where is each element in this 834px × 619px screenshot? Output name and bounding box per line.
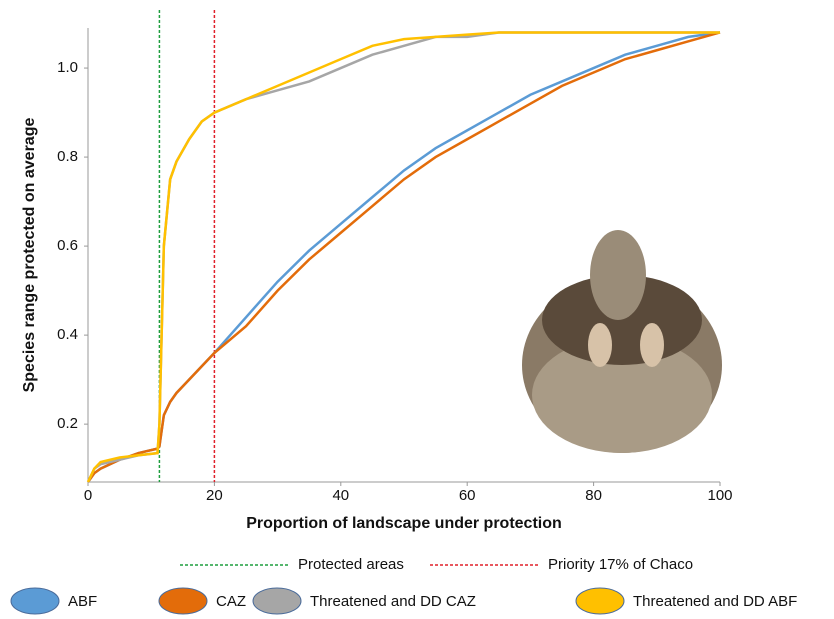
legend-label: Protected areas <box>298 556 404 573</box>
legend-label: Threatened and DD ABF <box>633 593 797 610</box>
y-tick-label: 1.0 <box>57 59 78 76</box>
x-tick-label: 40 <box>332 487 349 504</box>
x-tick-label: 60 <box>459 487 476 504</box>
legend-label: Priority 17% of Chaco <box>548 556 693 573</box>
y-tick-label: 0.2 <box>57 415 78 432</box>
page: Proportion of landscape under protection… <box>0 0 834 619</box>
x-tick-label: 100 <box>707 487 732 504</box>
legend-swatch <box>253 588 301 614</box>
legend-swatch <box>159 588 207 614</box>
legend-swatch <box>11 588 59 614</box>
x-tick-label: 80 <box>585 487 602 504</box>
legend-label: ABF <box>68 593 97 610</box>
chart: Proportion of landscape under protection… <box>0 0 834 619</box>
y-axis-title: Species range protected on average <box>21 118 38 393</box>
y-tick-label: 0.4 <box>57 326 78 343</box>
legend-label: CAZ <box>216 593 246 610</box>
x-tick-label: 20 <box>206 487 223 504</box>
y-tick-label: 0.8 <box>57 148 78 165</box>
legend-swatch <box>576 588 624 614</box>
y-tick-label: 0.6 <box>57 237 78 254</box>
x-axis-title: Proportion of landscape under protection <box>246 515 562 532</box>
legend-label: Threatened and DD CAZ <box>310 593 476 610</box>
armadillo-photo <box>522 230 722 453</box>
x-tick-label: 0 <box>84 487 92 504</box>
